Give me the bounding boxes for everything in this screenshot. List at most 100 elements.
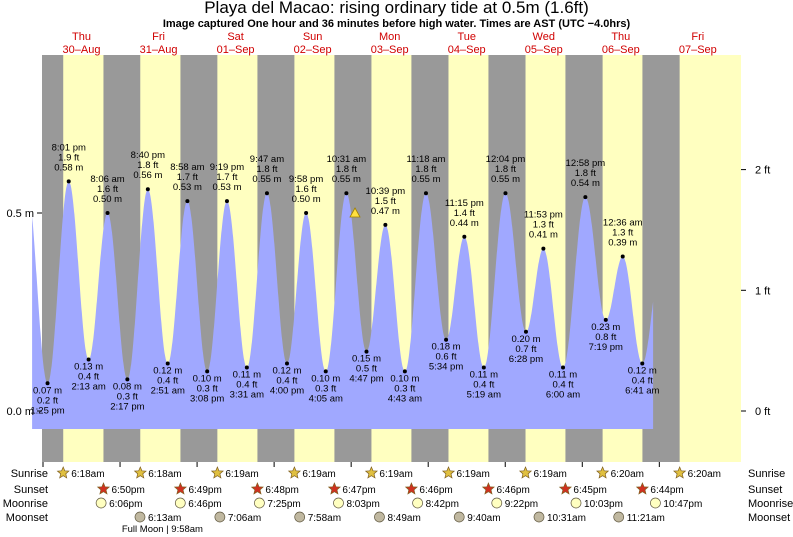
extreme-label: 4:47 pm [349,374,383,385]
extreme-point [284,361,289,366]
moonset-icon [134,511,146,523]
sunrise-time: 6:19am [225,469,258,480]
day-name: Fri [691,31,704,43]
day-date: 01–Sep [217,44,255,56]
sunrise-icon [133,466,147,479]
extreme-label: 6:41 am [625,385,659,396]
extreme-label: 0.4 ft [78,372,99,383]
extreme-label: 0.7 ft [515,344,536,355]
extreme-label: 1.3 ft [612,228,633,239]
extreme-label: 0.50 m [93,194,122,205]
moonrise-icon [95,497,107,509]
tide-extremes: 0.07 m0.2 ft1:25 pm 8:01 pm1.9 ft0.58 m 0.… [30,142,659,416]
sunset-icon [96,482,111,495]
sunrise-time: 6:19am [534,469,567,480]
extreme-label: 0.12 m [272,365,301,376]
extreme-point [603,317,608,322]
moonrise-icon [412,497,423,509]
extreme-label: 2:13 am [71,382,105,393]
sunrise-icon [596,466,610,479]
extreme-label: 0.11 m [233,369,261,380]
extreme-label: 0.55 m [332,174,361,185]
extreme-point [105,211,110,215]
right-tick-label: 1 ft [755,285,770,297]
extreme-label: 4:43 am [388,393,422,404]
sunset-icon [558,482,572,495]
moonset-time: 7:58am [308,513,341,524]
moonrise-icon [491,497,503,509]
extreme-label: 0.4 ft [552,379,573,390]
extreme-label: 0.10 m [311,373,340,384]
extreme-label: 0.56 m [133,170,162,181]
extreme-label: 1.6 ft [296,184,317,195]
extreme-label: 0.53 m [173,182,202,193]
extreme-point [583,195,588,200]
sunset-time: 6:49pm [188,485,221,496]
extreme-point [205,369,210,374]
day-date: 05–Sep [525,44,563,56]
extreme-label: 7:19 pm [589,342,623,353]
extreme-point [541,246,546,251]
row-label-right: Sunset [748,484,782,496]
extreme-point [364,349,369,354]
extreme-label: 3:31 am [230,389,264,400]
sunrise-time: 6:20am [611,469,644,480]
moonrise-time: 10:47pm [663,499,702,510]
extreme-label: 11:15 pm [445,198,484,209]
extreme-label: 0.10 m [193,373,222,384]
extreme-label: 9:47 am [250,154,284,165]
extreme-point [304,211,309,215]
day-date: 02–Sep [294,44,332,56]
extreme-point [640,361,645,366]
day-name: Tue [457,31,476,43]
extreme-label: 0.44 m [450,218,479,229]
extreme-label: 0.55 m [252,174,281,185]
extreme-point [561,365,566,370]
extreme-label: 0.39 m [608,238,637,249]
extreme-label: 0.5 ft [356,364,377,375]
extreme-label: 0.07 m [33,385,62,396]
extreme-label: 0.4 ft [276,375,297,386]
sunrise-time: 6:18am [148,469,181,480]
extreme-point [383,222,388,227]
row-label-right: Sunrise [748,468,785,480]
extreme-label: 2:17 pm [110,401,144,412]
extreme-label: 0.4 ft [157,375,178,386]
extreme-label: 1.9 ft [58,152,79,163]
sunrise-time: 6:19am [302,469,335,480]
extreme-point [165,361,170,366]
sunset-time: 6:50pm [111,485,144,496]
moonset-icon [533,511,545,523]
extreme-label: 0.6 ft [436,352,457,363]
sunset-time: 6:46pm [496,485,529,496]
extreme-label: 0.11 m [470,369,498,380]
moonset-icon [613,511,625,523]
sunrise-icon [673,466,687,479]
left-tick-label: 0.0 m [6,406,34,418]
extreme-label: 8:40 pm [131,150,165,161]
day-name: Thu [72,31,91,43]
extreme-label: 8:58 am [170,162,204,173]
extreme-point [86,357,91,362]
moonset-time: 10:31am [547,513,586,524]
extreme-label: 1.8 ft [495,164,516,175]
extreme-label: 1.7 ft [177,172,198,183]
extreme-point [323,369,328,374]
sunset-icon [173,482,187,495]
moonrise-time: 10:03pm [584,499,623,510]
sunrise-time: 6:19am [379,469,412,480]
extreme-point [125,377,130,382]
moonrise-icon [570,497,582,509]
extreme-label: 12:04 pm [486,154,526,165]
sunrise-icon [518,466,533,479]
extreme-point [462,234,467,239]
day-name: Sun [303,31,323,43]
moonrise-time: 7:25pm [267,499,300,510]
extreme-point [402,369,407,374]
moonset-time: 8:49am [387,513,420,524]
moonset-icon [453,511,465,523]
extreme-label: 4:00 pm [270,385,304,396]
extreme-label: 0.15 m [352,354,381,365]
moonrise-time: 8:03pm [346,499,379,510]
extreme-label: 6:00 am [546,389,580,400]
